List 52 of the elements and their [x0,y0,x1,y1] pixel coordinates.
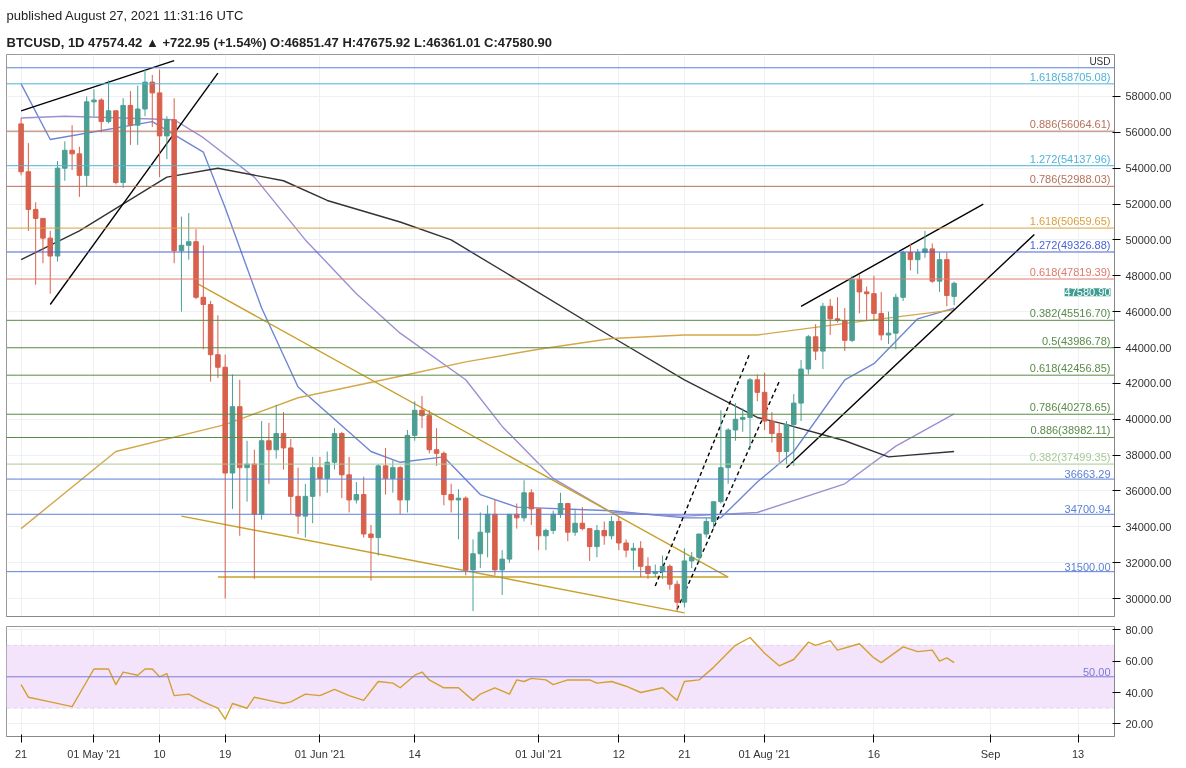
y-tick-label: 54000.00 [1125,162,1172,175]
ref-line-label: 34700.94 [1064,503,1111,516]
x-tick-label: 12 [612,747,625,760]
y-tick-label: 52000.00 [1125,198,1172,211]
ref-line-label: 36663.29 [1064,468,1111,481]
x-tick-label: 01 May '21 [67,747,121,760]
ref-line-label: 0.786(52988.03) [1029,173,1111,186]
ref-line-label: 0.618(47819.39) [1029,266,1111,279]
x-tick-label: 19 [219,747,232,760]
x-tick-label: 01 Aug '21 [738,747,791,760]
y-tick-label: 50000.00 [1125,233,1172,246]
ref-line-label: 31500.00 [1064,560,1111,573]
y-tick-label: 20.00 [1125,717,1154,730]
ref-line-label: 0.786(40278.65) [1029,401,1111,414]
ref-line-label: 1.272(49326.88) [1029,238,1111,251]
ref-line-label: 1.272(54137.96) [1029,152,1111,165]
ref-line-label: 50.00 [1082,665,1111,678]
y-tick-label: 34000.00 [1125,520,1172,533]
y-tick-label: 60.00 [1125,655,1154,668]
ref-line-label: 0.886(38982.11) [1030,424,1111,437]
y-tick-label: 32000.00 [1125,556,1172,569]
x-tick-label: 13 [1071,747,1085,760]
chart-subtitle: BTCUSD, 1D 47574.42 ▲ +722.95 (+1.54%) O:46851.47 H:47675.92 L:46361.01 C:47580.90 [6,34,552,50]
chart-title: published August 27, 2021 11:31:16 UTC [6,7,244,23]
x-tick-label: 21 [678,747,691,760]
x-tick-label: 14 [408,747,421,760]
x-tick-label: 01 Jul '21 [515,747,563,760]
ref-line-label: 1.618(50659.65) [1029,215,1111,228]
ref-line-label: 0.382(37499.35) [1029,451,1111,464]
y-tick-label: 36000.00 [1125,484,1172,497]
x-tick-label: 10 [153,747,166,760]
ref-line-label: 0.618(42456.85) [1029,362,1111,375]
y-tick-label: 30000.00 [1125,592,1172,605]
y-tick-label: 56000.00 [1125,126,1172,139]
x-tick-label: 21 [14,747,28,760]
y-tick-label: 40000.00 [1125,413,1172,426]
x-tick-label: Sep [980,747,1001,760]
y-tick-label: 40.00 [1125,686,1154,699]
x-tick-label: 16 [867,747,881,760]
y-tick-label: 42000.00 [1125,377,1172,390]
ref-line-label: 1.618(58705.08) [1029,70,1111,83]
y-tick-label: 46000.00 [1125,305,1172,318]
ref-line-label: 0.5(43986.78) [1042,334,1111,347]
ref-line-label: 0.382(45516.70) [1029,307,1111,320]
y-tick-label: 58000.00 [1125,90,1172,103]
y-tick-label: 38000.00 [1125,449,1172,462]
y-tick-label: 80.00 [1125,623,1154,636]
ref-line-label: 0.886(56064.61) [1029,118,1111,131]
annotation: USD [1089,55,1111,67]
x-tick-label: 01 Jun '21 [294,747,346,760]
y-tick-label: 48000.00 [1125,269,1172,282]
y-tick-label: 44000.00 [1125,341,1172,354]
